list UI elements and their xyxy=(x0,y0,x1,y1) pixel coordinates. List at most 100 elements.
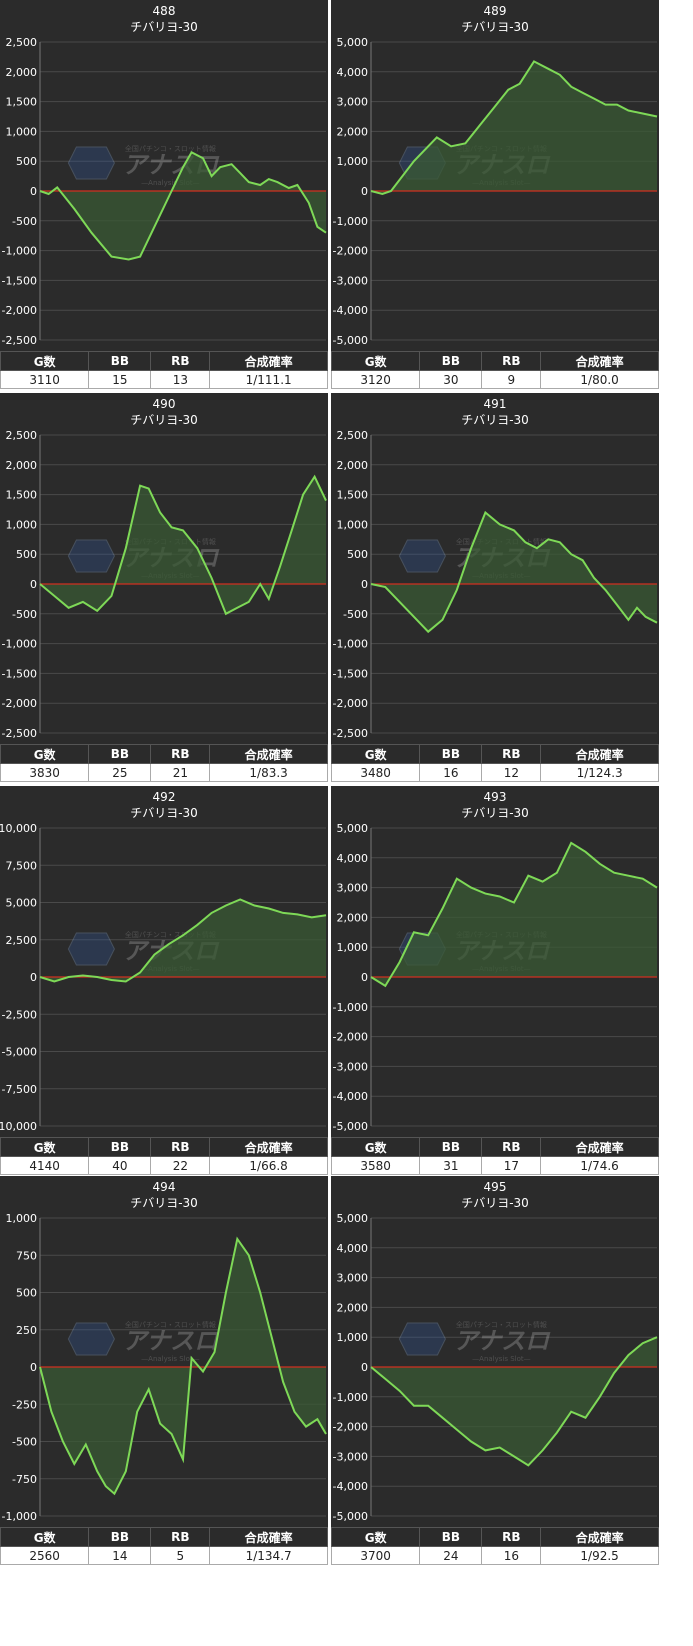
chart-svg: 1,000 750 500 250 0 -250 -500 -750 -1,000 全国パチンコ・… xyxy=(2,1212,327,1523)
series-line xyxy=(370,1336,658,1467)
watermark-sub: —Analysis Slot— xyxy=(472,1355,530,1363)
y-tick-label: -2,500 xyxy=(2,334,37,347)
watermark-sub: —Analysis Slot— xyxy=(141,179,199,187)
chart-subtitle: チバリヨ-30 xyxy=(461,413,529,427)
series-line xyxy=(39,898,327,983)
chart-title: 492 xyxy=(152,790,176,804)
y-tick-label: -1,000 xyxy=(2,245,37,258)
stat-games: 3700 xyxy=(330,1546,421,1565)
chart-title: 490 xyxy=(152,397,176,411)
y-tick-label: -3,000 xyxy=(333,1060,368,1073)
y-tick-label: 0 xyxy=(30,578,37,591)
y-tick-label: -500 xyxy=(12,608,37,621)
header-bb: BB xyxy=(419,1137,483,1157)
header-rb: RB xyxy=(150,351,211,371)
stat-rb: 5 xyxy=(150,1546,211,1565)
series-line xyxy=(370,841,658,988)
y-tick-label: 0 xyxy=(30,185,37,198)
y-tick-label: 1,000 xyxy=(337,941,369,954)
y-tick-label: 2,000 xyxy=(337,125,369,138)
stat-bb: 15 xyxy=(88,370,152,389)
stats-table: G数 BB RB 合成確率 3580 31 17 1/74.6 xyxy=(330,1137,659,1175)
stat-games: 3120 xyxy=(330,370,421,389)
y-tick-label: -4,000 xyxy=(333,304,368,317)
series-line xyxy=(39,1236,327,1496)
y-tick-label: -5,000 xyxy=(333,334,368,347)
y-tick-label: 5,000 xyxy=(337,822,369,835)
header-games: G数 xyxy=(330,1527,421,1547)
y-tick-label: 0 xyxy=(361,971,368,984)
chart-subtitle: チバリヨ-30 xyxy=(461,1196,529,1210)
y-tick-label: -2,000 xyxy=(2,304,37,317)
chart-subtitle: チバリヨ-30 xyxy=(461,20,529,34)
header-rate: 合成確率 xyxy=(209,351,328,371)
y-tick-label: -10,000 xyxy=(0,1120,37,1133)
y-tick-label: 2,000 xyxy=(337,1301,369,1314)
chart-svg: 10,000 7,500 5,000 2,500 0 -2,500 -5,000 -7,500… xyxy=(0,822,327,1133)
y-tick-label: -4,000 xyxy=(333,1480,368,1493)
chart-subtitle: チバリヨ-30 xyxy=(130,1196,198,1210)
y-tick-label: -5,000 xyxy=(2,1046,37,1059)
stat-bb: 16 xyxy=(419,763,483,782)
header-bb: BB xyxy=(88,1137,152,1157)
header-games: G数 xyxy=(330,744,421,764)
chart-panel-495: 495 チバリヨ-30 5,000 4,000 3,000 2,000 1,000 0 -1,0… xyxy=(330,1176,659,1565)
y-tick-label: 1,500 xyxy=(6,96,38,109)
stats-table: G数 BB RB 合成確率 3110 15 13 1/111.1 xyxy=(0,351,328,389)
chart-panel-489: 489 チバリヨ-30 5,000 4,000 3,000 2,000 1,000 0 -1,0… xyxy=(330,0,659,389)
header-rate: 合成確率 xyxy=(209,744,328,764)
stat-rb: 13 xyxy=(150,370,211,389)
y-tick-label: 1,000 xyxy=(337,1331,369,1344)
chart-svg: 2,500 2,000 1,500 1,000 500 0 -500 -1,000 -1,500… xyxy=(2,36,327,347)
y-tick-label: -1,500 xyxy=(2,667,37,680)
series-area xyxy=(40,1238,326,1494)
y-tick-label: 0 xyxy=(361,578,368,591)
stat-games: 3580 xyxy=(330,1156,421,1175)
chart-svg: 5,000 4,000 3,000 2,000 1,000 0 -1,000 -2,000 -3… xyxy=(333,36,658,347)
y-tick-label: 3,000 xyxy=(337,1272,369,1285)
y-tick-label: -2,500 xyxy=(333,727,368,740)
y-tick-label: 500 xyxy=(347,548,368,561)
header-games: G数 xyxy=(0,744,90,764)
watermark-badge: 全国パチンコ・スロット情報 xyxy=(125,930,216,939)
chart-subtitle: チバリヨ-30 xyxy=(461,806,529,820)
stats-table: G数 BB RB 合成確率 3120 30 9 1/80.0 xyxy=(330,351,659,389)
watermark-logo-text: アナスロ xyxy=(454,1327,552,1355)
chart-subtitle: チバリヨ-30 xyxy=(130,413,198,427)
watermark-emblem-icon xyxy=(67,1322,115,1356)
header-rb: RB xyxy=(481,744,542,764)
y-tick-label: -2,000 xyxy=(2,697,37,710)
y-tick-label: -1,000 xyxy=(333,1391,368,1404)
y-tick-label: 4,000 xyxy=(337,66,369,79)
y-tick-label: -7,500 xyxy=(2,1083,37,1096)
stat-rate: 1/111.1 xyxy=(209,370,328,389)
header-games: G数 xyxy=(0,1137,90,1157)
header-rb: RB xyxy=(150,1527,211,1547)
stat-rb: 9 xyxy=(481,370,542,389)
y-tick-label: 1,000 xyxy=(6,125,38,138)
y-tick-label: -2,000 xyxy=(333,245,368,258)
y-tick-label: 7,500 xyxy=(6,859,38,872)
y-tick-label: 500 xyxy=(16,155,37,168)
y-tick-label: 2,500 xyxy=(6,429,38,442)
y-tick-label: 750 xyxy=(16,1249,37,1262)
stat-rate: 1/92.5 xyxy=(540,1546,659,1565)
series-area xyxy=(40,152,326,260)
watermark-badge: 全国パチンコ・スロット情報 xyxy=(125,1320,216,1329)
y-tick-label: 2,000 xyxy=(6,66,38,79)
stat-games: 2560 xyxy=(0,1546,90,1565)
header-rate: 合成確率 xyxy=(540,1137,659,1157)
y-tick-label: -2,000 xyxy=(333,1421,368,1434)
y-tick-label: -2,000 xyxy=(333,697,368,710)
header-bb: BB xyxy=(88,351,152,371)
stat-rb: 12 xyxy=(481,763,542,782)
y-tick-label: -1,000 xyxy=(2,1510,37,1523)
watermark-emblem-icon xyxy=(398,539,446,573)
watermark-emblem-icon xyxy=(67,932,115,966)
header-bb: BB xyxy=(88,744,152,764)
stat-bb: 31 xyxy=(419,1156,483,1175)
chart-title: 489 xyxy=(483,4,507,18)
stat-rb: 16 xyxy=(481,1546,542,1565)
series-line xyxy=(39,150,327,261)
